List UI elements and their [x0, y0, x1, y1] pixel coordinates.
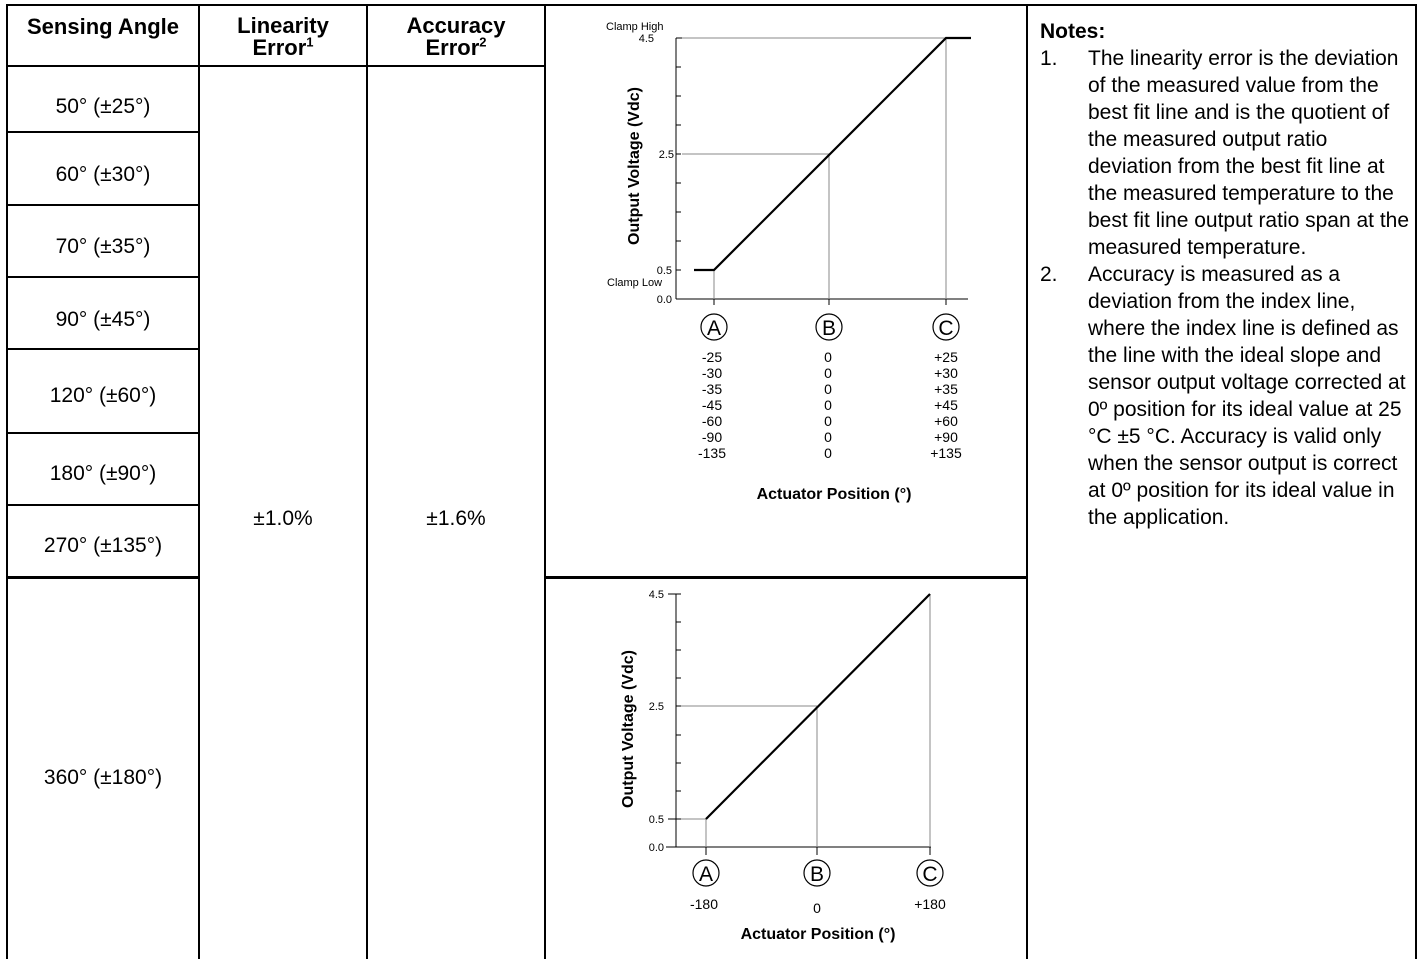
row-divider — [6, 204, 200, 206]
svg-text:C: C — [922, 863, 937, 886]
angle-cell: 270° (±135°) — [43, 534, 163, 557]
y-tick-label: 0.5 — [657, 265, 672, 277]
header-linearity-line1: Linearity — [237, 13, 329, 38]
notes-panel: Notes: 1. The linearity error is the dev… — [1040, 18, 1410, 531]
clamp-low-label: Clamp Low — [607, 277, 662, 289]
header-sensing-angle: Sensing Angle — [27, 14, 179, 39]
col-divider-3 — [544, 4, 546, 959]
row-divider — [6, 504, 200, 506]
x-tick-label: 0 — [813, 900, 821, 916]
position-c: +35 — [934, 381, 958, 397]
position-a: -135 — [698, 445, 726, 461]
position-a: -30 — [702, 365, 722, 381]
accuracy-value: ±1.6% — [426, 507, 486, 530]
position-b: 0 — [824, 365, 832, 381]
table-left-border — [6, 4, 8, 959]
position-table: -25 0 +25 -30 0 +30 -35 0 +35 -45 0 +45 … — [698, 349, 962, 461]
position-a: -25 — [702, 349, 722, 365]
y-tick-label: 4.5 — [639, 33, 654, 45]
header-linearity-line2: Error1 — [252, 34, 314, 60]
table-right-border — [1415, 4, 1417, 959]
x-tick-label: +180 — [914, 896, 946, 912]
note-text: The linearity error is the deviation of … — [1088, 47, 1410, 259]
position-a: -60 — [702, 413, 722, 429]
position-b: 0 — [824, 381, 832, 397]
x-axis-label: Actuator Position (°) — [741, 926, 896, 943]
row-divider-thick — [6, 576, 200, 579]
position-c: +25 — [934, 349, 958, 365]
angle-cell: 70° (±35°) — [55, 235, 151, 258]
position-c: +45 — [934, 397, 958, 413]
position-a: -45 — [702, 397, 722, 413]
position-b: 0 — [824, 349, 832, 365]
note-number: 1. — [1040, 47, 1058, 70]
linearity-value: ±1.0% — [253, 507, 313, 530]
angle-cell: 360° (±180°) — [43, 766, 163, 789]
y-tick-label: 0.0 — [649, 842, 664, 854]
marker-c: C — [932, 313, 960, 341]
row-divider — [6, 348, 200, 350]
angle-cell: 120° (±60°) — [49, 384, 157, 407]
marker-a: A — [692, 859, 720, 887]
marker-c: C — [916, 859, 944, 887]
row-divider — [6, 131, 200, 133]
col-divider-4 — [1026, 4, 1028, 959]
x-axis-label: Actuator Position (°) — [757, 486, 912, 503]
position-a: -35 — [702, 381, 722, 397]
chart-clamped: Clamp High 4.5 2.5 0.5 Clamp Low 0.0 Out… — [606, 21, 971, 503]
notes-title: Notes: — [1040, 20, 1106, 43]
position-c: +90 — [934, 429, 958, 445]
position-c: +30 — [934, 365, 958, 381]
y-tick-label: 2.5 — [649, 701, 664, 713]
angle-cell: 50° (±25°) — [55, 95, 151, 118]
output-line — [705, 593, 931, 820]
y-axis-label: Output Voltage (Vdc) — [620, 650, 637, 808]
x-tick-label: -180 — [690, 896, 718, 912]
header-divider — [6, 65, 546, 67]
svg-text:A: A — [699, 863, 713, 886]
col-divider-2 — [366, 4, 368, 959]
row-divider — [6, 432, 200, 434]
footnote-ref-1: 1 — [306, 34, 314, 50]
clamp-high-label: Clamp High — [606, 21, 663, 33]
y-tick-label: 2.5 — [659, 149, 674, 161]
note-item: 1. The linearity error is the deviation … — [1040, 45, 1410, 261]
header-accuracy-error: Accuracy Error2 — [368, 15, 544, 59]
header-accuracy-line2: Error2 — [425, 34, 487, 60]
position-b: 0 — [824, 413, 832, 429]
position-b: 0 — [824, 429, 832, 445]
header-linearity-error: Linearity Error1 — [200, 15, 366, 59]
position-a: -90 — [702, 429, 722, 445]
note-item: 2. Accuracy is measured as a deviation f… — [1040, 261, 1410, 531]
svg-text:B: B — [822, 317, 836, 340]
marker-a: A — [700, 313, 728, 341]
position-b: 0 — [824, 397, 832, 413]
y-axis-label: Output Voltage (Vdc) — [626, 87, 643, 245]
marker-b: B — [803, 859, 831, 887]
position-c: +135 — [930, 445, 962, 461]
angle-cell: 180° (±90°) — [49, 462, 157, 485]
position-c: +60 — [934, 413, 958, 429]
svg-text:C: C — [938, 317, 953, 340]
row-divider — [6, 276, 200, 278]
angle-cell: 90° (±45°) — [55, 308, 151, 331]
position-b: 0 — [824, 445, 832, 461]
svg-text:B: B — [810, 863, 824, 886]
y-tick-label: 4.5 — [649, 589, 664, 601]
table-top-border — [6, 4, 1417, 6]
marker-b: B — [815, 313, 843, 341]
svg-text:A: A — [707, 317, 721, 340]
note-text: Accuracy is measured as a deviation from… — [1088, 263, 1406, 529]
y-tick-label: 0.5 — [649, 814, 664, 826]
footnote-ref-2: 2 — [479, 34, 487, 50]
col-divider-1 — [198, 4, 200, 959]
y-tick-label: 0.0 — [657, 294, 672, 306]
chart-full-range: 4.5 2.5 0.5 0.0 Output Voltage (Vdc) — [620, 589, 946, 943]
output-line — [694, 36, 971, 272]
header-accuracy-line1: Accuracy — [406, 13, 506, 38]
angle-cell: 60° (±30°) — [55, 163, 151, 186]
note-number: 2. — [1040, 263, 1058, 286]
chart-divider — [544, 576, 1028, 579]
